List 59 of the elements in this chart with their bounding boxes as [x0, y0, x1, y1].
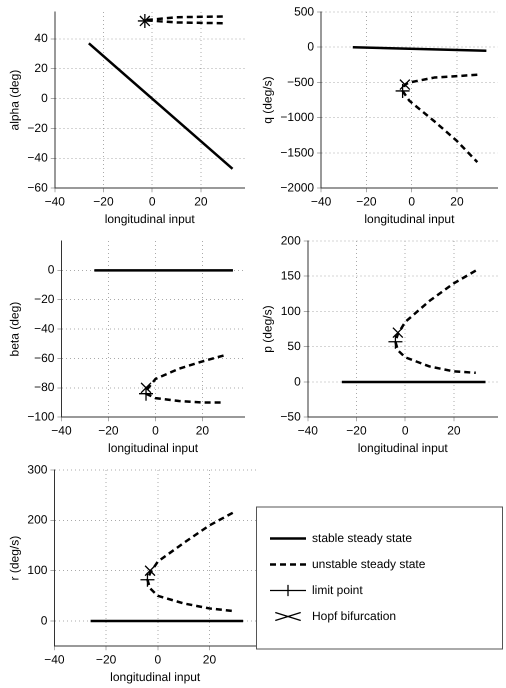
y-tick-label: −80 [34, 380, 55, 394]
y-axis-title: beta (deg) [8, 302, 22, 356]
y-tick-label: −1000 [280, 110, 314, 124]
x-tick-label: −40 [51, 424, 72, 438]
y-tick-label: −60 [34, 350, 55, 365]
x-tick-label: 0 [402, 424, 409, 438]
x-tick-label: −20 [98, 424, 119, 438]
legend-label: stable steady state [312, 530, 412, 545]
legend-label: unstable steady state [312, 556, 426, 571]
x-axis-title: longitudinal input [108, 441, 199, 456]
y-tick-label: 200 [27, 512, 48, 527]
x-tick-label: 20 [450, 194, 464, 209]
y-tick-label: 500 [294, 4, 314, 18]
y-tick-label: −40 [34, 321, 55, 336]
x-tick-label: −40 [310, 194, 332, 209]
y-tick-label: −500 [287, 74, 314, 89]
x-axis-title: longitudinal input [364, 212, 456, 226]
y-axis-title: p (deg/s) [260, 305, 275, 353]
y-tick-label: −40 [27, 150, 48, 165]
y-tick-label: 100 [280, 304, 302, 318]
x-tick-label: 0 [408, 194, 416, 209]
y-tick-label: −100 [27, 410, 55, 424]
legend-label: Hopf bifurcation [312, 608, 396, 623]
x-tick-label: −20 [96, 652, 117, 667]
x-axis-title: longitudinal input [104, 212, 196, 226]
y-tick-label: −20 [27, 120, 48, 135]
x-axis-title: longitudinal input [110, 670, 201, 684]
y-tick-label: −1500 [280, 145, 314, 160]
y-tick-label: −20 [34, 292, 55, 306]
y-tick-label: 0 [48, 262, 55, 277]
y-tick-label: 20 [34, 61, 48, 76]
y-tick-label: 0 [307, 40, 314, 54]
x-axis-title: longitudinal input [358, 441, 448, 456]
x-tick-label: 0 [154, 652, 162, 667]
y-tick-label: 150 [280, 268, 302, 283]
y-tick-label: 50 [287, 339, 302, 354]
y-tick-label: −2000 [280, 180, 314, 195]
y-axis-title: alpha (deg) [8, 70, 22, 130]
y-tick-label: 0 [41, 90, 48, 105]
x-tick-label: 20 [447, 424, 461, 438]
y-tick-label: 0 [40, 613, 48, 628]
x-tick-label: 20 [196, 424, 210, 438]
y-tick-label: 200 [280, 233, 302, 248]
y-tick-label: −50 [280, 410, 302, 424]
y-axis-title: q (deg/s) [260, 76, 275, 124]
y-axis-title: r (deg/s) [8, 536, 22, 580]
x-tick-label: −20 [346, 424, 367, 438]
y-tick-label: 40 [34, 31, 48, 46]
x-tick-label: 20 [202, 652, 216, 667]
y-tick-label: 0 [294, 374, 302, 388]
y-tick-label: −60 [27, 180, 48, 195]
legend-label: limit point [312, 582, 364, 597]
x-tick-label: 20 [194, 194, 208, 209]
y-tick-label: 100 [27, 563, 48, 577]
y-tick-label: 300 [27, 462, 48, 476]
x-tick-label: −20 [93, 194, 114, 209]
x-tick-label: 0 [152, 424, 160, 438]
x-tick-label: 0 [148, 194, 156, 209]
x-tick-label: −20 [356, 194, 377, 209]
